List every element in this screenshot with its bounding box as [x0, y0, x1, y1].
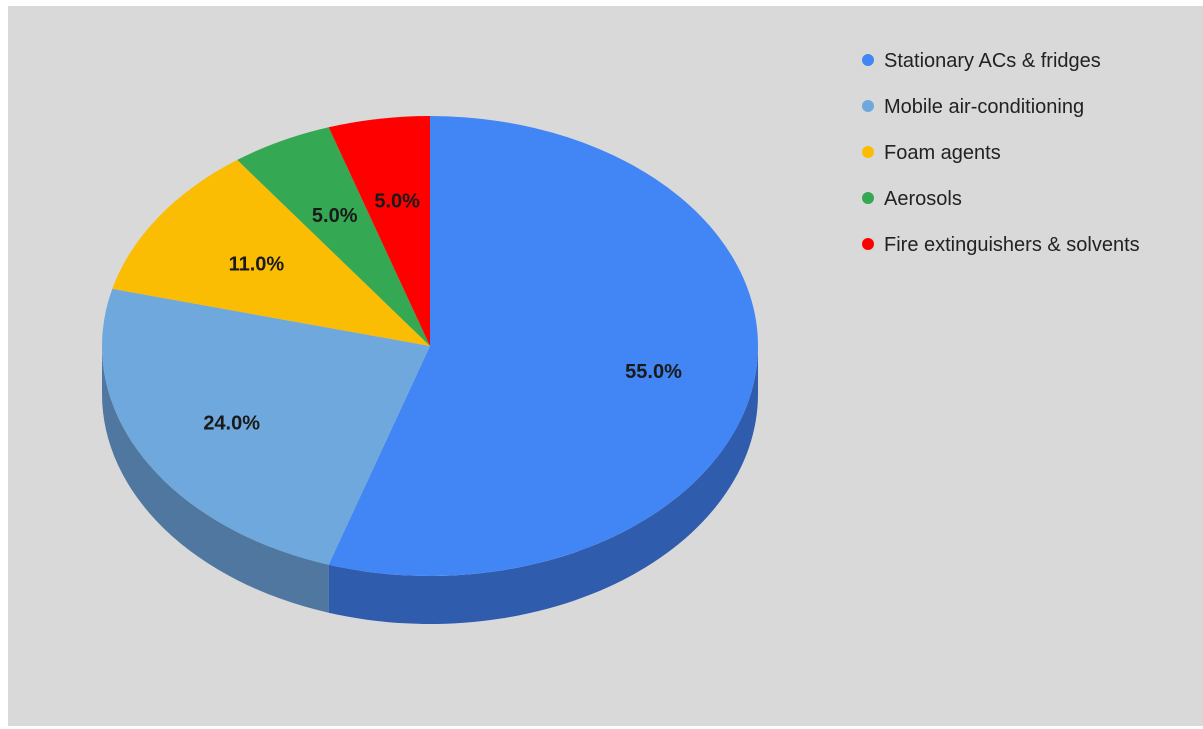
- slice-label-aerosols: 5.0%: [312, 205, 358, 227]
- legend-marker-fire-extinguishers-and-solvents: [862, 238, 874, 250]
- legend-label-stationary-acs-and-fridges: Stationary ACs & fridges: [884, 50, 1101, 72]
- legend: Stationary ACs & fridges Mobile air-condi…: [862, 50, 1140, 256]
- slice-fire-extinguishers-and-solvents: [328, 116, 430, 346]
- legend-label-foam-agents: Foam agents: [884, 142, 1001, 164]
- slice-side-stationary-acs-and-fridges: [328, 346, 758, 624]
- slice-label-foam-agents: 11.0%: [229, 253, 285, 275]
- slice-labels: 55.0% 24.0% 11.0% 5.0% 5.0%: [203, 191, 682, 435]
- legend-marker-mobile-air-conditioning: [862, 100, 874, 112]
- legend-label-mobile-air-conditioning: Mobile air-conditioning: [884, 96, 1084, 118]
- slice-label-stationary-acs-and-fridges: 55.0%: [625, 361, 682, 383]
- legend-marker-aerosols: [862, 192, 874, 204]
- legend-label-aerosols: Aerosols: [884, 188, 962, 210]
- pie-slices: [102, 116, 759, 576]
- pie-depth: [101, 346, 758, 624]
- slice-side-mobile-air-conditioning: [101, 346, 329, 613]
- slice-stationary-acs-and-fridges: [328, 116, 759, 576]
- slice-foam-agents: [112, 159, 431, 346]
- slice-mobile-air-conditioning: [102, 288, 430, 565]
- legend-marker-stationary-acs-and-fridges: [862, 54, 874, 66]
- legend-marker-foam-agents: [862, 146, 874, 158]
- slice-aerosols: [237, 127, 430, 346]
- slice-label-mobile-air-conditioning: 24.0%: [203, 412, 260, 434]
- slice-label-fire-extinguishers-and-solvents: 5.0%: [374, 191, 420, 213]
- legend-label-fire-extinguishers-and-solvents: Fire extinguishers & solvents: [884, 234, 1140, 256]
